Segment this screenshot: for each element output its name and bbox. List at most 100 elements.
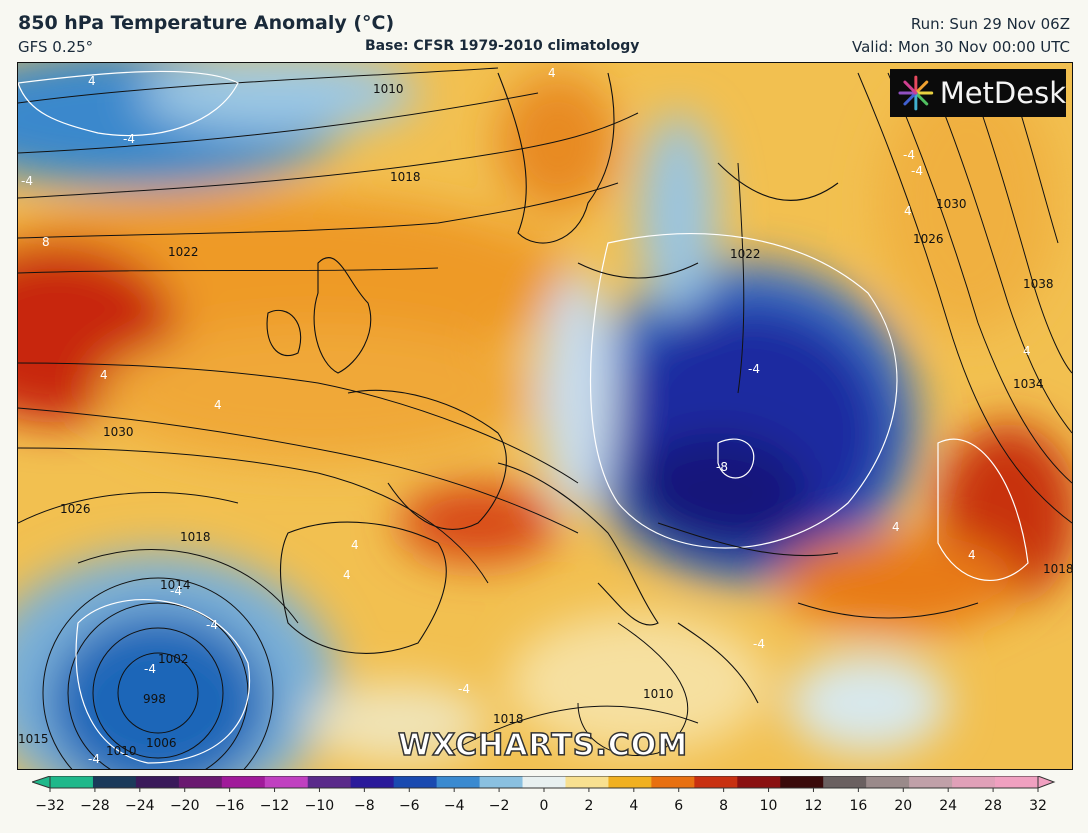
colorbar-tick-label: −2: [489, 798, 510, 814]
anomaly-label: -4: [753, 637, 765, 651]
coastlines: [266, 72, 979, 704]
isobar-label: 1018: [493, 712, 524, 726]
colorbar-swatch: [694, 776, 738, 788]
colorbar-boxes: [32, 776, 1056, 789]
base-climatology: Base: CFSR 1979-2010 climatology: [365, 38, 640, 54]
colorbar-tick-label: 0: [540, 798, 549, 814]
colorbar-swatch: [393, 776, 438, 788]
anomaly-shading: [18, 63, 1072, 769]
colorbar-swatch: [135, 776, 180, 788]
anomaly-label: 4: [904, 204, 912, 218]
anomaly-label: -4: [170, 584, 182, 598]
colorbar-swatch: [436, 776, 481, 788]
colorbar-swatch: [737, 776, 781, 788]
colorbar-tick-label: −16: [215, 798, 245, 814]
anomaly-label: 8: [42, 235, 50, 249]
colorbar-tick-label: 8: [719, 798, 728, 814]
anomaly-label: 4: [1023, 344, 1031, 358]
colorbar-swatch: [350, 776, 395, 788]
isobar-label: 1030: [936, 197, 967, 211]
colorbar-swatch: [565, 776, 609, 788]
isobar-label: 1022: [168, 245, 199, 259]
colorbar-swatch: [92, 776, 137, 788]
isobar-label: 1014: [160, 578, 191, 592]
isobar-label: 1010: [373, 82, 404, 96]
logo-text: MetDesk: [939, 76, 1066, 110]
colorbar-swatch: [264, 776, 309, 788]
colorbar-tick-label: −8: [354, 798, 375, 814]
anomaly-label: 4: [100, 368, 108, 382]
colorbar-swatch: [866, 776, 910, 788]
anomaly-label: -4: [206, 618, 218, 632]
anomaly-label: 4: [343, 568, 351, 582]
colorbar-swatch: [651, 776, 695, 788]
anomaly-label: -4: [21, 174, 33, 188]
isobars: [18, 67, 1072, 769]
colorbar: −32 −28 −24 −20 −16 −12 −10 −8 −6 −4 −2 0 2 4 6 8 10 12 16…: [32, 776, 1056, 814]
colorbar-swatch: [221, 776, 266, 788]
colorbar-swatch: [178, 776, 223, 788]
isobar-label: 1010: [106, 744, 137, 758]
colorbar-tick-label: 16: [849, 798, 867, 814]
metdesk-burst-icon: [898, 75, 934, 111]
pressure-labels: 1010 1018 1022 1030 1026 1018 1014 1002 …: [18, 82, 1072, 758]
anomaly-label: 4: [351, 538, 359, 552]
run-time: Run: Sun 29 Nov 06Z: [910, 15, 1070, 33]
anomaly-label: -4: [911, 164, 923, 178]
colorbar-ticks: −32 −28 −24 −20 −16 −12 −10 −8 −6 −4 −2 0 2 4 6 8 10 12 16…: [35, 788, 1047, 814]
map-canvas: 1010 1018 1022 1030 1026 1018 1014 1002 …: [18, 63, 1072, 769]
anomaly-label: 4: [892, 520, 900, 534]
anomaly-label: -4: [458, 682, 470, 696]
isobar-label: 998: [143, 692, 166, 706]
colorbar-tick-label: 10: [760, 798, 778, 814]
colorbar-tick-label: 6: [674, 798, 683, 814]
isobar-label: 1018: [390, 170, 421, 184]
isobar-label: 1026: [60, 502, 91, 516]
colorbar-swatch: [479, 776, 524, 788]
isobar-label: 1018: [1043, 562, 1072, 576]
chart-title: 850 hPa Temperature Anomaly (°C): [18, 12, 395, 34]
colorbar-swatch: [307, 776, 352, 788]
anomaly-label: -4: [123, 132, 135, 146]
colorbar-tick-label: −10: [305, 798, 335, 814]
isobar-label: 1002: [158, 652, 189, 666]
isobar-label: 1006: [146, 736, 177, 750]
isobar-label: 1026: [913, 232, 944, 246]
anomaly-contours: [18, 70, 1029, 764]
isobar-label: 1022: [730, 247, 761, 261]
colorbar-swatch: [823, 776, 867, 788]
anomaly-label: -4: [748, 362, 760, 376]
colorbar-tick-label: 4: [629, 798, 638, 814]
colorbar-swatch: [909, 776, 953, 788]
anomaly-label: 4: [214, 398, 222, 412]
metdesk-logo: MetDesk: [890, 69, 1066, 117]
colorbar-swatch: [522, 776, 566, 788]
isobar-label: 1010: [643, 687, 674, 701]
colorbar-swatch: [995, 776, 1039, 788]
anomaly-label: -4: [903, 148, 915, 162]
colorbar-swatch: [952, 776, 996, 788]
anomaly-label: -8: [716, 460, 728, 474]
colorbar-tick-label: −24: [125, 798, 155, 814]
colorbar-tick-label: −28: [80, 798, 110, 814]
colorbar-swatch: [780, 776, 824, 788]
colorbar-tick-label: 20: [894, 798, 912, 814]
isobar-label: 1015: [18, 732, 49, 746]
colorbar-tick-label: −32: [35, 798, 65, 814]
isobar-label: 1034: [1013, 377, 1044, 391]
valid-time: Valid: Mon 30 Nov 00:00 UTC: [852, 38, 1070, 56]
anomaly-label: -4: [144, 662, 156, 676]
colorbar-tick-label: 24: [939, 798, 957, 814]
anomaly-map: 1010 1018 1022 1030 1026 1018 1014 1002 …: [17, 62, 1073, 770]
anomaly-label: 4: [968, 548, 976, 562]
colorbar-tick-label: 28: [984, 798, 1002, 814]
colorbar-tick-label: 2: [584, 798, 593, 814]
isobar-label: 1038: [1023, 277, 1054, 291]
anomaly-label: 4: [88, 74, 96, 88]
isobar-label: 1030: [103, 425, 134, 439]
colorbar-tick-label: −12: [260, 798, 290, 814]
anomaly-label: -4: [88, 752, 100, 766]
anomaly-labels: 4 -4 -4 4 8 4 -4 -4 -4 -4 4 -4 -4 4 -4 -…: [21, 66, 1031, 766]
colorbar-tick-label: 32: [1029, 798, 1047, 814]
watermark: WXCHARTS.COM: [397, 727, 689, 764]
